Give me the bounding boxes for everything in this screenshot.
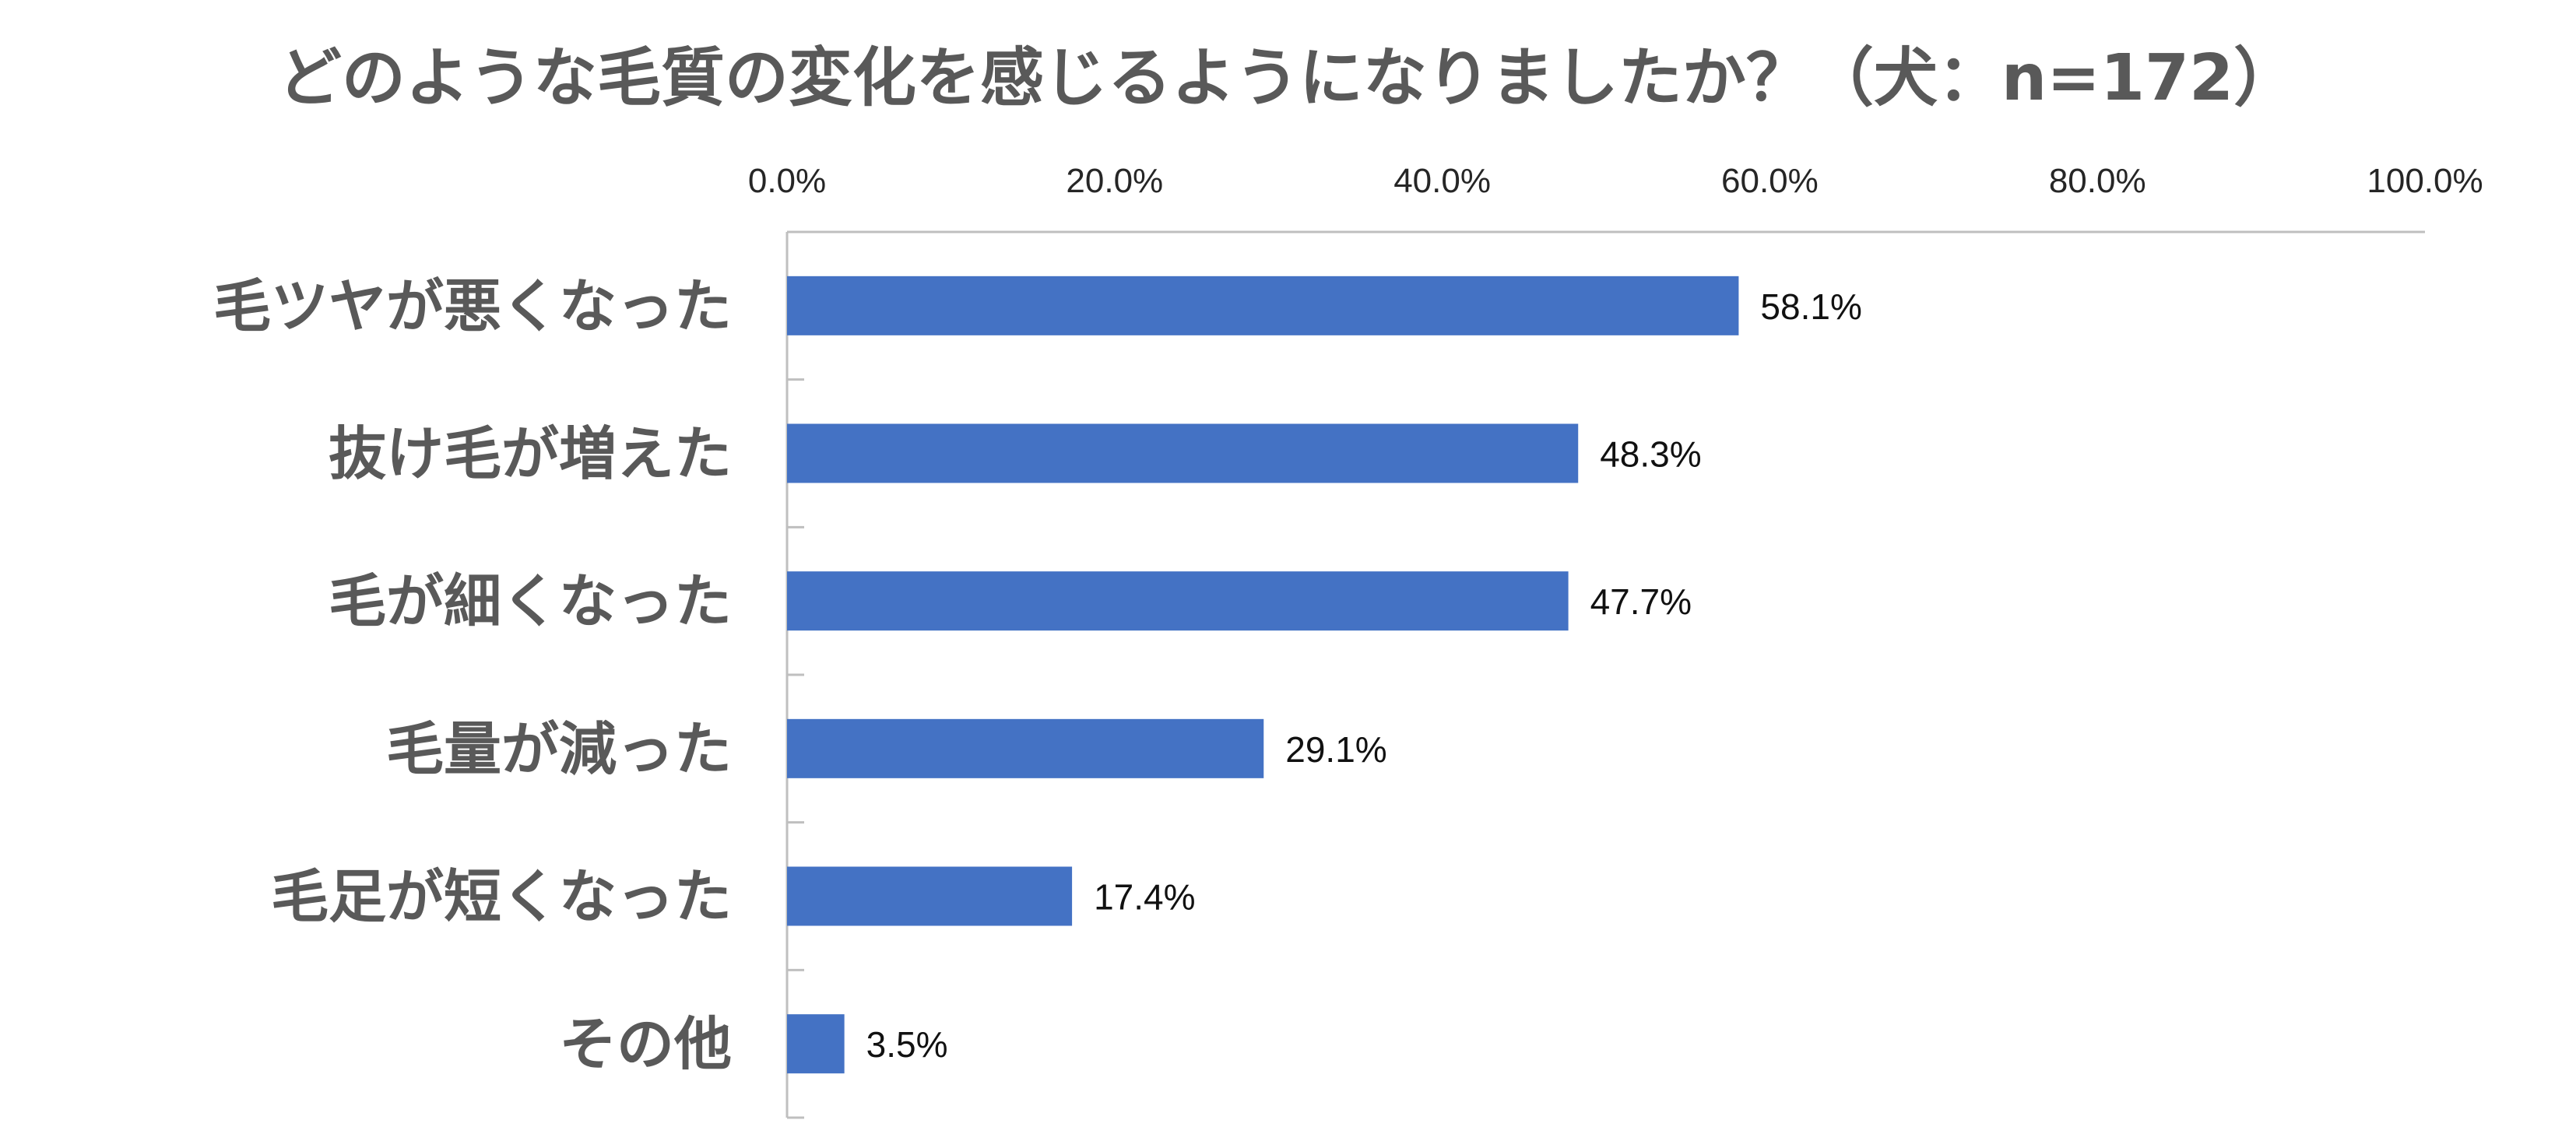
- axes: 0.0% 20.0% 40.0% 60.0% 80.0% 100.0%: [748, 162, 2483, 1119]
- bar: [787, 423, 1579, 483]
- x-tick-label: 20.0%: [1066, 162, 1163, 200]
- data-label: 47.7%: [1590, 581, 1692, 622]
- bar: [787, 1014, 845, 1074]
- category-label: 毛が細くなった: [329, 568, 732, 635]
- data-label: 29.1%: [1285, 729, 1386, 770]
- category-label: その他: [559, 1011, 732, 1078]
- data-label: 58.1%: [1760, 286, 1861, 327]
- bar: [787, 718, 1264, 778]
- x-tick-label: 80.0%: [2049, 162, 2146, 200]
- x-tick-label: 60.0%: [1721, 162, 1819, 200]
- x-tick-label: 100.0%: [2367, 162, 2483, 200]
- data-label: 17.4%: [1094, 877, 1195, 918]
- category-label: 毛足が短くなった: [271, 864, 732, 931]
- category-label: 毛ツヤが悪くなった: [213, 273, 732, 340]
- bars: [787, 276, 1739, 1074]
- chart-title: どのような毛質の変化を感じるようになりましたか？（犬：n=172）: [278, 41, 2297, 115]
- labels: 毛ツヤが悪くなった 58.1% 抜け毛が増えた 48.3% 毛が細くなった 47.7% 毛量…: [213, 273, 1862, 1078]
- x-tick-label: 40.0%: [1393, 162, 1491, 200]
- x-tick-label: 0.0%: [748, 162, 826, 200]
- bar: [787, 276, 1739, 335]
- category-label: 抜け毛が増えた: [329, 421, 732, 488]
- bar: [787, 866, 1073, 926]
- data-label: 3.5%: [866, 1024, 948, 1065]
- bar: [787, 571, 1569, 631]
- category-label: 毛量が減った: [386, 716, 732, 783]
- data-label: 48.3%: [1600, 434, 1701, 475]
